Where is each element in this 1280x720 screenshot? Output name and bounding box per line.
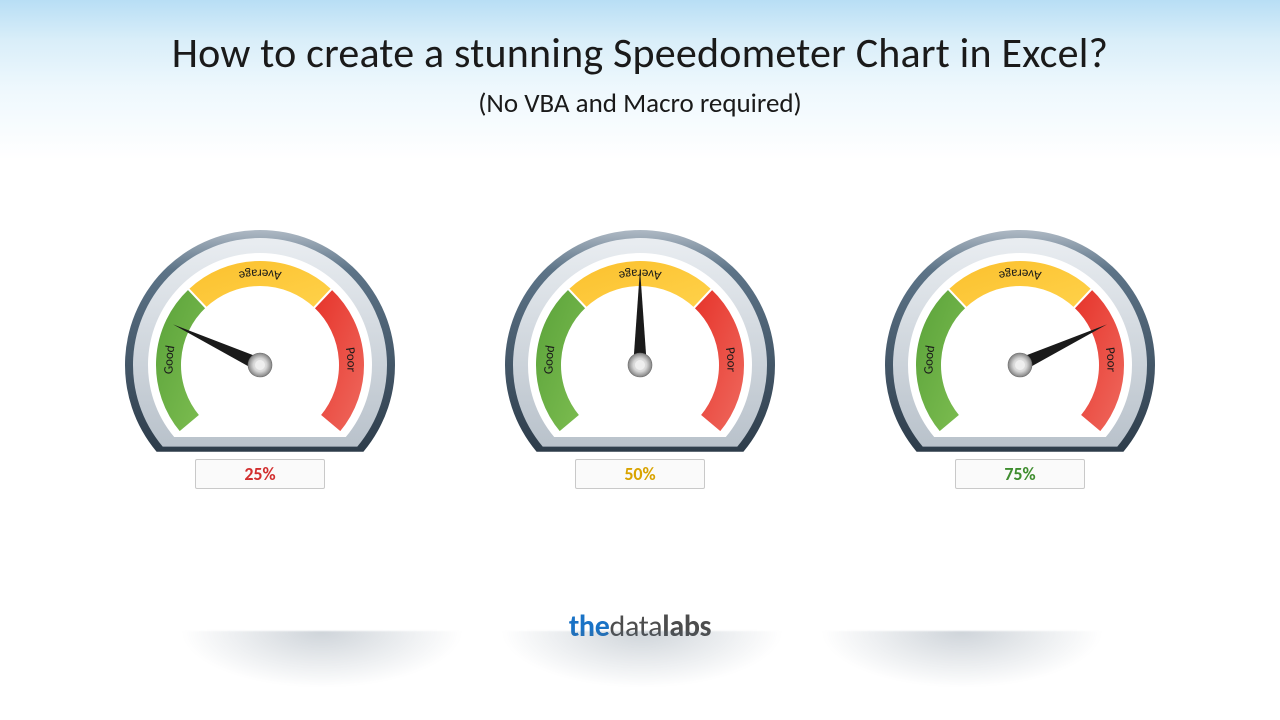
gauge-seg-poor-label: Poor — [722, 346, 739, 373]
gauge-seg-poor-label: Poor — [342, 346, 359, 373]
gauge-seg-poor-label: Poor — [1102, 346, 1119, 373]
brand-part-1: the — [569, 608, 610, 645]
gauge: PoorAverageGood75% — [870, 215, 1170, 489]
gauges-row: PoorAverageGood25%PoorAverageGood50%Poor… — [0, 215, 1280, 489]
page-subtitle: (No VBA and Macro required) — [20, 87, 1260, 120]
gauge: PoorAverageGood25% — [110, 215, 410, 489]
gauge-seg-good-label: Good — [541, 344, 558, 374]
gauge-seg-good-label: Good — [161, 344, 178, 374]
brand-part-3: labs — [662, 608, 711, 645]
gauge-value: 50% — [575, 459, 705, 489]
gauge-value: 25% — [195, 459, 325, 489]
page-title: How to create a stunning Speedometer Cha… — [20, 28, 1260, 79]
brand-logo: thedatalabs — [0, 608, 1280, 645]
gauge-value: 75% — [955, 459, 1085, 489]
gauge: PoorAverageGood50% — [490, 215, 790, 489]
header-banner: How to create a stunning Speedometer Cha… — [0, 0, 1280, 160]
brand-part-2: data — [610, 608, 663, 645]
gauge-seg-good-label: Good — [921, 344, 938, 374]
